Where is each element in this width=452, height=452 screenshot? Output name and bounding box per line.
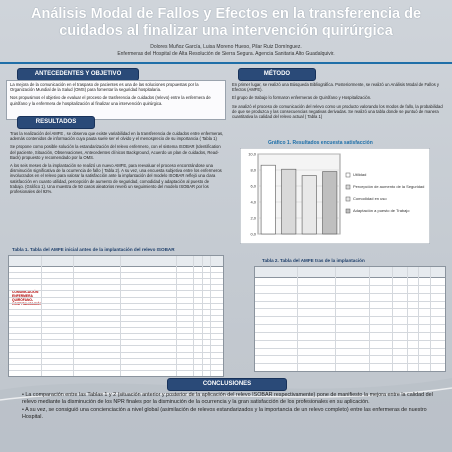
table-column-line bbox=[120, 256, 122, 376]
decorative-wave bbox=[0, 378, 452, 452]
conclusiones-text: • La comparación entre las Tablas 1 y 2 … bbox=[22, 392, 434, 422]
table-row bbox=[9, 369, 223, 371]
table-column-line bbox=[41, 256, 43, 376]
metodo-p2: El grupo de trabajo lo formaron enfermer… bbox=[232, 95, 372, 101]
table-row bbox=[255, 324, 445, 325]
table-row bbox=[9, 321, 223, 322]
table1-header bbox=[9, 256, 223, 267]
table-row bbox=[255, 339, 445, 341]
table-row bbox=[9, 357, 223, 359]
table-row bbox=[9, 302, 223, 304]
table-row bbox=[9, 284, 223, 286]
conclusiones-b1: • La comparación entre las Tablas 1 y 2 … bbox=[22, 392, 433, 405]
table-row bbox=[9, 345, 223, 347]
authors-block: Dolores Muñoz García, Luisa Moreno Hueso… bbox=[10, 44, 442, 57]
table-column-line bbox=[429, 267, 431, 371]
metodo-p1: En primer lugar, se realizó una Búsqueda… bbox=[232, 82, 439, 93]
legend-label: Comodidad en uso bbox=[353, 196, 387, 201]
table-column-line bbox=[193, 256, 195, 376]
table-column-line bbox=[407, 267, 408, 371]
table-row bbox=[9, 314, 223, 316]
legend-label: Percepción de aumento de la Seguridad bbox=[353, 184, 424, 189]
table-row bbox=[255, 308, 445, 310]
table-column-line bbox=[201, 256, 203, 376]
table-column-line bbox=[369, 267, 370, 371]
table-column-line bbox=[296, 267, 298, 371]
table-row bbox=[9, 278, 223, 280]
authors: Dolores Muñoz García, Luisa Moreno Hueso… bbox=[150, 44, 302, 50]
affiliation: Enfermeras del Hospital de Alta Resoluci… bbox=[117, 50, 335, 57]
y-tick-label: 0,0 bbox=[250, 232, 256, 237]
table-row bbox=[9, 327, 223, 329]
table1-side-label: COMUNICACIÓN ENFERMERA QUIRÓFANO-HOSPITA… bbox=[12, 290, 42, 306]
table-column-line bbox=[73, 256, 75, 376]
table-column-line bbox=[391, 267, 393, 371]
table-row bbox=[255, 300, 445, 302]
table2 bbox=[254, 266, 446, 372]
table-row bbox=[9, 272, 223, 274]
table2-title: Tabla 2. Tabla del AMFE tras de la impla… bbox=[262, 258, 365, 263]
table-row bbox=[9, 296, 223, 298]
antecedentes-p1: La mejora de la comunicación en el trasp… bbox=[10, 82, 199, 93]
bar bbox=[260, 164, 276, 235]
table-row bbox=[9, 308, 223, 310]
resultados-p3: A los seis meses de la implantación se r… bbox=[10, 163, 222, 195]
antecedentes-box bbox=[6, 80, 226, 120]
table-row bbox=[9, 290, 223, 292]
resultados-p2: Se propone como posible solución la esta… bbox=[10, 144, 221, 160]
resultados-text: Tras la realización del AMFE , se observ… bbox=[10, 131, 224, 197]
table2-header bbox=[255, 267, 445, 278]
table-column-line bbox=[210, 256, 212, 376]
table-row bbox=[9, 351, 223, 353]
accent-bar bbox=[0, 62, 452, 64]
bar bbox=[281, 168, 297, 235]
table-row bbox=[9, 339, 223, 341]
satisfaction-chart: 10,0 8,0 6,0 4,0 2,0 0,0 Utilidad Percepción de… bbox=[240, 148, 430, 244]
conclusiones-b2: • A su vez, se consiguió una concienciac… bbox=[22, 407, 427, 420]
y-tick-label: 10,0 bbox=[248, 152, 257, 157]
table-row bbox=[255, 284, 445, 286]
resultados-p1: Tras la realización del AMFE , se observ… bbox=[10, 131, 224, 142]
table-column-line bbox=[175, 256, 177, 376]
legend-label: Utilidad bbox=[353, 172, 366, 177]
table-row bbox=[255, 363, 445, 365]
table1: COMUNICACIÓN ENFERMERA QUIRÓFANO-HOSPITA… bbox=[8, 255, 224, 377]
table-column-line bbox=[334, 267, 336, 371]
legend-swatch bbox=[345, 196, 351, 202]
table-row bbox=[255, 316, 445, 318]
conclusiones-heading: CONCLUSIONES bbox=[167, 378, 287, 391]
bar bbox=[301, 175, 317, 235]
table-row bbox=[255, 355, 445, 357]
chart-title: Gráfico 1. Resultados encuesta satisfacc… bbox=[268, 140, 373, 146]
resultados-heading: RESULTADOS bbox=[17, 116, 95, 129]
table-row bbox=[9, 333, 223, 335]
y-tick-label: 6,0 bbox=[250, 184, 256, 189]
poster-title: Análisis Modal de Fallos y Efectos en la… bbox=[30, 6, 422, 39]
table-column-line bbox=[418, 267, 420, 371]
y-tick-label: 8,0 bbox=[250, 168, 256, 173]
table-row bbox=[255, 331, 445, 333]
bar bbox=[322, 171, 338, 235]
table-row bbox=[9, 363, 223, 365]
metodo-text: En primer lugar, se realizó una Búsqueda… bbox=[232, 82, 444, 122]
legend-swatch bbox=[345, 172, 351, 178]
table1-title: Tabla 1. Tabla del AMFE inicial antes de… bbox=[12, 247, 175, 252]
antecedentes-p2: Nos propusimos el objetivo de evaluar el… bbox=[10, 95, 211, 106]
legend-swatch bbox=[345, 208, 351, 214]
table-row bbox=[255, 292, 445, 294]
y-tick-label: 4,0 bbox=[250, 200, 256, 205]
legend-swatch bbox=[345, 184, 351, 190]
y-tick-label: 2,0 bbox=[250, 216, 256, 221]
antecedentes-text: La mejora de la comunicación en el trasp… bbox=[10, 82, 220, 109]
table-row bbox=[255, 347, 445, 349]
metodo-p3: Se analizó el proceso de comunicación de… bbox=[232, 103, 443, 120]
metodo-heading: MÉTODO bbox=[238, 68, 316, 81]
legend-label: Adaptación a puesto de Trabajo bbox=[353, 208, 410, 213]
